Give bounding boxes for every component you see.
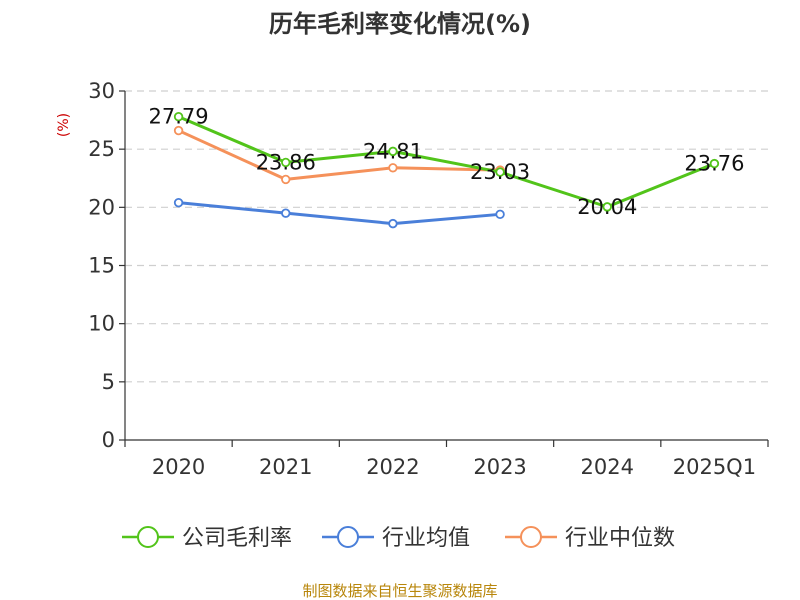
y-unit-label: (%): [56, 113, 72, 137]
data-labels: 27.79 23.86 24.81 23.03 20.04 23.76: [149, 105, 745, 219]
x-tick-label: 2021: [259, 455, 312, 479]
data-point: [388, 146, 398, 157]
data-point: [602, 202, 612, 212]
legend-label: 公司毛利率: [182, 526, 292, 551]
y-tick-label: 15: [88, 254, 115, 278]
legend-swatch-marker: [137, 526, 159, 548]
x-tick-label: 2024: [581, 455, 634, 479]
data-point: [281, 174, 291, 185]
x-tick-label: 2020: [152, 455, 205, 479]
data-label: 23.86: [256, 150, 316, 174]
data-point: [388, 218, 398, 229]
y-tick-label: 20: [88, 195, 115, 219]
x-tick-label: 2022: [366, 455, 419, 479]
y-tick-label: 25: [88, 137, 115, 161]
y-tick-label: 5: [102, 370, 115, 394]
data-point: [495, 209, 505, 220]
legend-swatch-marker: [337, 526, 359, 548]
legend-swatch-marker: [520, 526, 542, 548]
data-point: [388, 163, 398, 173]
y-tick-label: 30: [88, 79, 115, 103]
data-point: [281, 208, 291, 218]
series-line: [177, 129, 501, 181]
x-tick-label: 2023: [473, 455, 526, 479]
data-point: [173, 197, 184, 208]
y-tick-label: 0: [102, 428, 115, 452]
series-line: [177, 115, 715, 209]
data-label: 24.81: [363, 139, 423, 163]
data-label: 23.03: [470, 160, 530, 184]
series-lines: [173, 112, 720, 229]
legend-label: 行业均值: [382, 526, 470, 551]
data-label: 23.76: [684, 152, 744, 176]
y-tick-label: 10: [88, 312, 115, 336]
source-footer: 制图数据来自恒生聚源数据库: [302, 582, 497, 600]
data-point: [173, 125, 184, 136]
data-point: [281, 157, 291, 168]
data-point: [173, 112, 184, 122]
data-label: 20.04: [577, 195, 637, 219]
legend-label: 行业中位数: [565, 526, 675, 551]
legend: 公司毛利率 行业均值 行业中位数: [122, 526, 675, 551]
data-label: 27.79: [149, 105, 209, 129]
x-tick-label: 2025Q1: [673, 455, 756, 479]
chart-title: 历年毛利率变化情况(%): [269, 10, 531, 38]
series-line: [178, 201, 501, 226]
data-point: [709, 158, 720, 169]
data-point: [495, 167, 505, 177]
axes: 0 5 10 15 20 25 30 2020 2021 2022 2023 2024 2025Q1: [88, 79, 769, 479]
